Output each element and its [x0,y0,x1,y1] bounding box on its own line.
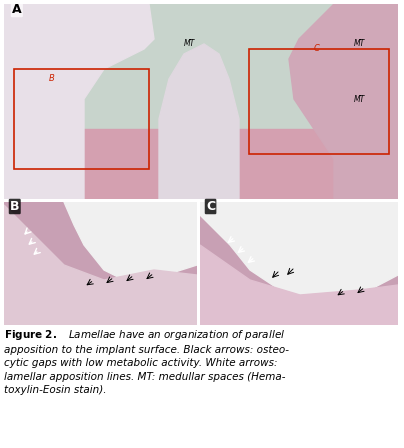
Text: MT: MT [354,39,365,48]
Polygon shape [289,4,398,199]
Text: $\bf{Figure\ 2.}$   Lamellae have an organization of parallel
apposition to the : $\bf{Figure\ 2.}$ Lamellae have an organ… [4,328,289,395]
Text: B: B [10,200,19,213]
Polygon shape [4,4,154,199]
Polygon shape [200,245,398,325]
Bar [249,49,389,154]
Polygon shape [200,202,398,300]
Polygon shape [159,44,239,199]
Polygon shape [64,202,197,285]
Text: A: A [12,3,22,16]
Text: MT: MT [354,95,365,103]
Polygon shape [4,129,398,199]
Bar [14,69,149,169]
Text: C: C [206,200,215,213]
Polygon shape [4,205,197,325]
Text: C: C [314,44,320,53]
Text: MT: MT [183,39,195,48]
Text: B: B [49,74,55,83]
